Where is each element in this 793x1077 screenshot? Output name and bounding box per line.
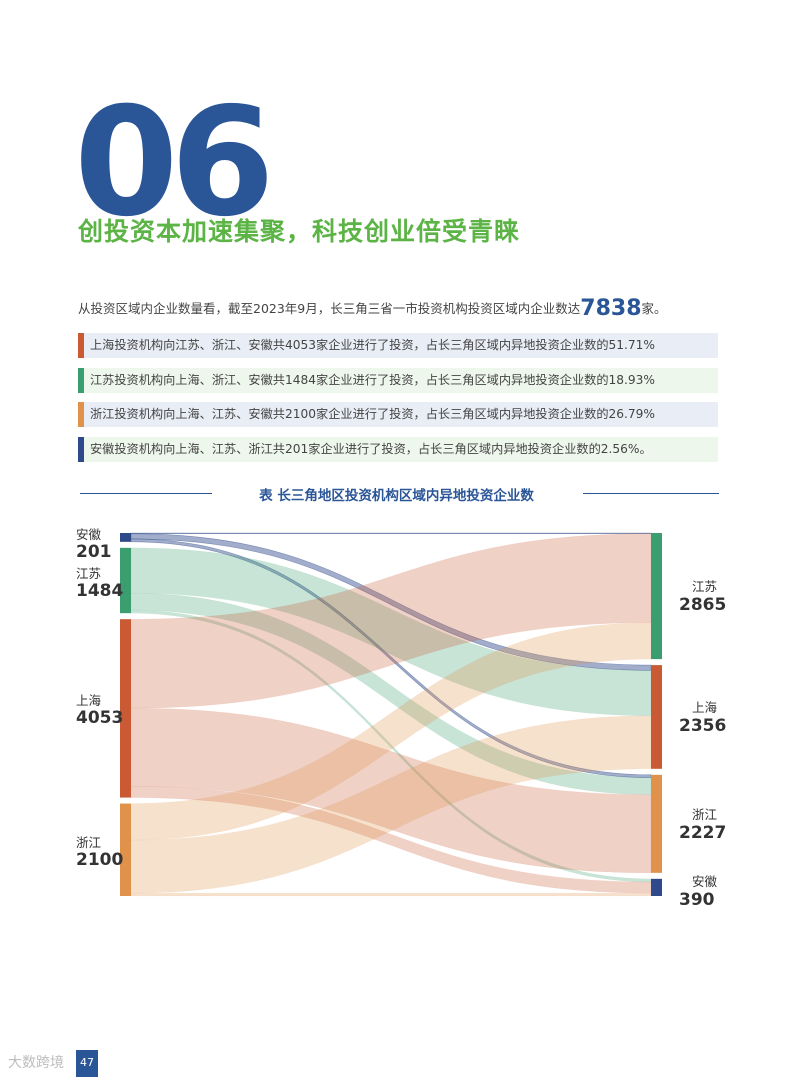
source-value: 2100 — [76, 849, 124, 870]
stat-row-anhui: 安徽投资机构向上海、江苏、浙江共201家企业进行了投资，占长三角区域内异地投资企… — [78, 437, 718, 462]
stat-row-marker — [78, 333, 84, 358]
section-headline: 创投资本加速集聚，科技创业倍受青睐 — [78, 217, 521, 246]
sankey-link — [130, 532, 652, 535]
intro-prefix: 从投资区域内企业数量看，截至2023年9月，长三角三省一市投资机构投资区域内企业… — [78, 301, 581, 316]
sankey-target-node — [651, 774, 662, 873]
source-value: 1484 — [76, 580, 124, 601]
source-label: 安徽 — [76, 527, 102, 542]
sankey-link — [130, 892, 652, 897]
sankey-target-node — [651, 878, 662, 896]
sankey-link — [130, 707, 652, 874]
sankey-link — [130, 622, 652, 841]
intro-text: 从投资区域内企业数量看，截至2023年9月，长三角三省一市投资机构投资区域内企业… — [78, 296, 667, 321]
source-label: 浙江 — [76, 834, 102, 850]
stat-row-shanghai: 上海投资机构向江苏、浙江、安徽共4053家企业进行了投资，占长三角区域内异地投资… — [78, 333, 718, 358]
stat-row-marker — [78, 437, 84, 462]
section-number: 06 — [74, 76, 275, 250]
target-value: 2227 — [679, 822, 727, 843]
sankey-nodes — [120, 533, 662, 896]
target-label: 安徽 — [692, 874, 718, 890]
page-number: 47 — [80, 1056, 94, 1069]
caption-rule-right — [583, 493, 719, 494]
source-label: 江苏 — [76, 565, 102, 581]
source-value: 201 — [76, 542, 112, 562]
stat-row-jiangsu: 江苏投资机构向上海、浙江、安徽共1484家企业进行了投资，占长三角区域内异地投资… — [78, 368, 718, 393]
sankey-target-node — [651, 533, 662, 660]
intro-highlight-total: 7838 — [580, 296, 642, 321]
stat-row-text: 安徽投资机构向上海、江苏、浙江共201家企业进行了投资，占长三角区域内异地投资企… — [90, 442, 652, 456]
intro-suffix: 家。 — [641, 301, 667, 316]
source-label: 上海 — [76, 693, 102, 709]
sankey-links — [130, 532, 652, 897]
stat-row-marker — [78, 402, 84, 427]
sankey-source-node — [120, 619, 131, 798]
chart-caption: 表 长三角地区投资机构区域内异地投资企业数 — [0, 484, 793, 504]
sankey-source-node — [120, 547, 131, 614]
stat-row-text: 上海投资机构向江苏、浙江、安徽共4053家企业进行了投资，占长三角区域内异地投资… — [90, 338, 655, 352]
page-number-box — [76, 1050, 98, 1077]
stat-row-text: 浙江投资机构向上海、江苏、安徽共2100家企业进行了投资，占长三角区域内异地投资… — [90, 407, 655, 421]
stat-row-zhejiang: 浙江投资机构向上海、江苏、安徽共2100家企业进行了投资，占长三角区域内异地投资… — [78, 402, 718, 427]
target-label: 江苏 — [692, 579, 718, 595]
target-value: 390 — [679, 890, 715, 911]
target-value: 2865 — [679, 595, 727, 616]
caption-rule-left — [80, 493, 212, 494]
chart-caption-text: 表 长三角地区投资机构区域内异地投资企业数 — [259, 488, 534, 504]
source-value: 4053 — [76, 708, 124, 729]
target-value: 2356 — [679, 715, 727, 736]
stat-row-marker — [78, 368, 84, 393]
target-label: 上海 — [692, 699, 718, 715]
sankey-source-node — [120, 533, 131, 542]
sankey-target-node — [651, 665, 662, 769]
target-label: 浙江 — [692, 806, 718, 822]
sankey-source-node — [120, 803, 131, 896]
watermark: 大数跨境 — [8, 1055, 64, 1071]
stat-row-text: 江苏投资机构向上海、浙江、安徽共1484家企业进行了投资，占长三角区域内异地投资… — [90, 373, 655, 387]
